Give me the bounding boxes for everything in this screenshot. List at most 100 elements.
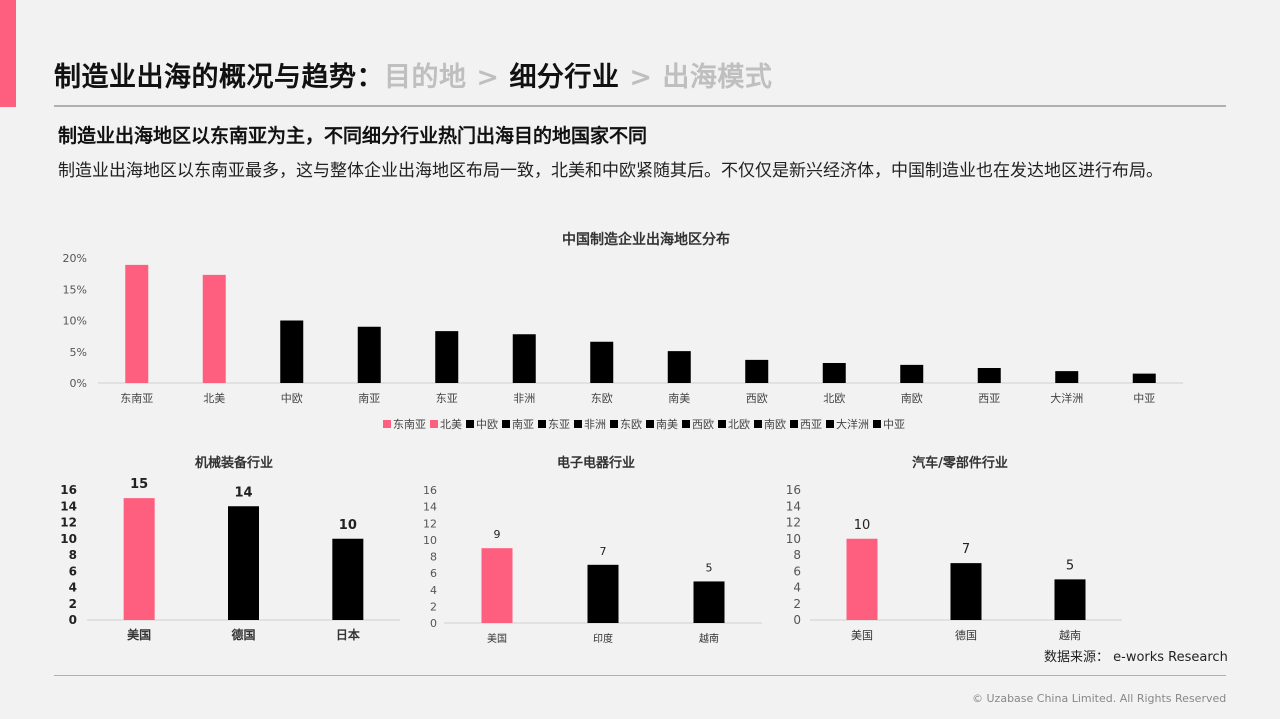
y-tick-label: 12 — [60, 516, 77, 530]
y-tick-label: 10% — [63, 315, 87, 328]
x-tick-label: 非洲 — [513, 392, 535, 405]
breadcrumb-industry[interactable]: 细分行业 — [509, 62, 620, 93]
y-tick-label: 0 — [430, 617, 437, 630]
bar-南美 — [667, 351, 691, 383]
y-tick-label: 16 — [786, 483, 801, 497]
legend-label: 北美 — [440, 418, 462, 431]
legend-label: 西欧 — [692, 418, 714, 431]
legend-swatch — [610, 420, 618, 428]
y-tick-label: 12 — [423, 517, 437, 530]
legend-swatch — [466, 420, 474, 428]
legend-swatch — [754, 420, 762, 428]
legend-swatch — [502, 420, 510, 428]
legend-swatch — [873, 420, 881, 428]
x-tick-label: 西亚 — [978, 392, 1000, 405]
bar-东亚 — [435, 331, 459, 383]
breadcrumb-separator: > — [466, 62, 510, 93]
copyright: © Uzabase China Limited. All Rights Rese… — [972, 692, 1227, 705]
y-tick-label: 16 — [60, 483, 77, 497]
x-tick-label: 东欧 — [591, 392, 613, 405]
x-tick-label: 北美 — [203, 392, 225, 405]
y-tick-label: 10 — [60, 532, 77, 546]
x-tick-label: 东亚 — [436, 392, 458, 405]
legend-label: 中欧 — [476, 418, 498, 431]
legend-swatch — [682, 420, 690, 428]
legend-label: 非洲 — [584, 418, 606, 431]
data-label: 14 — [234, 485, 252, 500]
section-subtitle: 制造业出海地区以东南亚为主，不同细分行业热门出海目的地国家不同 — [58, 125, 648, 147]
y-tick-label: 8 — [69, 548, 77, 562]
legend-swatch — [430, 420, 438, 428]
breadcrumb-destination[interactable]: 目的地 — [384, 62, 467, 93]
bar-中欧 — [280, 320, 304, 383]
x-tick-label: 东南亚 — [120, 392, 153, 405]
y-tick-label: 8 — [793, 548, 801, 562]
y-tick-label: 16 — [423, 484, 437, 497]
y-tick-label: 6 — [430, 567, 437, 580]
data-label: 15 — [130, 477, 148, 492]
y-tick-label: 0% — [70, 377, 87, 390]
bar-美国 — [481, 548, 513, 623]
legend-swatch — [538, 420, 546, 428]
y-tick-label: 20% — [63, 252, 87, 265]
y-tick-label: 0 — [793, 613, 801, 627]
y-tick-label: 6 — [793, 564, 801, 578]
data-label: 7 — [600, 545, 607, 558]
data-label: 10 — [339, 518, 357, 533]
y-tick-label: 14 — [423, 501, 437, 514]
y-tick-label: 14 — [60, 499, 77, 513]
bar-西亚 — [977, 368, 1001, 383]
y-tick-label: 14 — [786, 499, 801, 513]
bar-印度 — [587, 564, 619, 623]
data-source: 数据来源： e-works Research — [1044, 650, 1228, 665]
x-tick-label: 中亚 — [1133, 392, 1155, 405]
bar-日本 — [332, 538, 364, 620]
y-tick-label: 0 — [69, 613, 77, 627]
bar-德国 — [950, 563, 982, 620]
y-tick-label: 2 — [69, 597, 77, 611]
x-tick-label: 北欧 — [823, 392, 845, 405]
legend-label: 东南亚 — [393, 418, 426, 431]
x-tick-label: 美国 — [487, 632, 507, 645]
chart-title: 中国制造企业出海地区分布 — [562, 231, 730, 248]
x-tick-label: 日本 — [336, 627, 360, 642]
data-label: 7 — [962, 542, 970, 557]
section-description: 制造业出海地区以东南亚最多，这与整体企业出海地区布局一致，北美和中欧紧随其后。不… — [58, 161, 1163, 181]
legend-label: 中亚 — [883, 418, 905, 431]
x-tick-label: 南亚 — [358, 392, 380, 405]
bar-美国 — [123, 498, 155, 620]
bar-西欧 — [745, 359, 769, 383]
y-tick-label: 6 — [69, 564, 77, 578]
data-label: 5 — [706, 561, 713, 574]
x-tick-label: 西欧 — [746, 392, 768, 405]
legend-label: 西亚 — [800, 418, 822, 431]
y-tick-label: 2 — [793, 597, 801, 611]
accent-bar — [0, 0, 16, 107]
legend-swatch — [718, 420, 726, 428]
bar-北美 — [202, 274, 226, 383]
legend-swatch — [826, 420, 834, 428]
page-header: 制造业出海的概况与趋势：目的地 > 细分行业 > 出海模式 — [54, 55, 772, 95]
bar-非洲 — [512, 334, 536, 383]
breadcrumb-mode[interactable]: 出海模式 — [662, 62, 773, 93]
data-label: 5 — [1066, 558, 1074, 573]
x-tick-label: 美国 — [851, 629, 873, 642]
y-tick-label: 12 — [786, 516, 801, 530]
y-tick-label: 10 — [423, 534, 437, 547]
bar-美国 — [846, 538, 878, 620]
legend-label: 东欧 — [620, 418, 642, 431]
y-tick-label: 15% — [63, 283, 87, 296]
y-tick-label: 8 — [430, 551, 437, 564]
x-tick-label: 越南 — [1059, 628, 1081, 642]
bar-越南 — [693, 581, 725, 623]
y-tick-label: 2 — [430, 600, 437, 613]
bar-东欧 — [590, 341, 614, 383]
footer-divider — [54, 675, 1226, 676]
legend-swatch — [574, 420, 582, 428]
legend-swatch — [790, 420, 798, 428]
chart-title: 电子电器行业 — [557, 455, 635, 471]
data-label: 9 — [494, 528, 501, 541]
bar-南欧 — [900, 364, 924, 383]
bar-南亚 — [357, 326, 381, 383]
